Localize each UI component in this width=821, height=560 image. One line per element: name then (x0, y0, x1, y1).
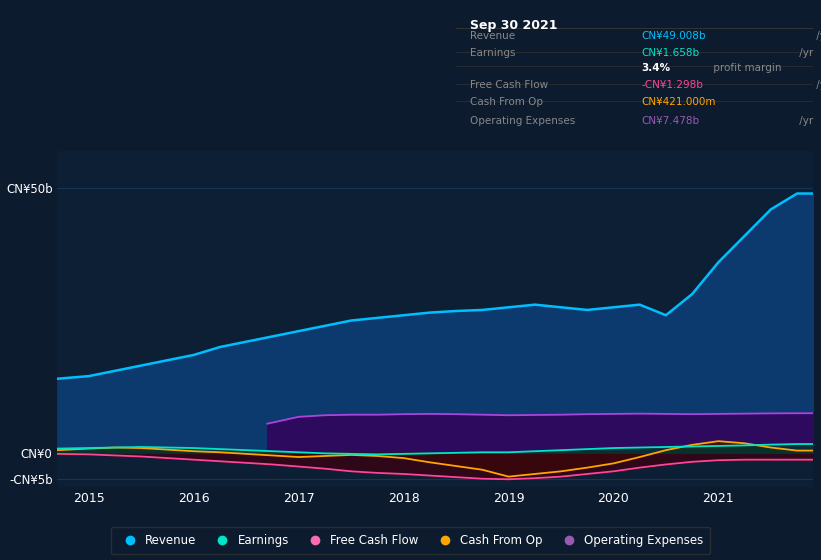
Text: CN¥1.658b: CN¥1.658b (641, 48, 699, 58)
Text: CN¥421.000m: CN¥421.000m (641, 97, 716, 107)
Text: Operating Expenses: Operating Expenses (470, 116, 576, 127)
Text: -CN¥1.298b: -CN¥1.298b (641, 80, 704, 90)
Text: profit margin: profit margin (710, 63, 782, 73)
Text: Sep 30 2021: Sep 30 2021 (470, 19, 557, 32)
Text: Earnings: Earnings (470, 48, 516, 58)
Text: 3.4%: 3.4% (641, 63, 671, 73)
Text: CN¥49.008b: CN¥49.008b (641, 31, 706, 41)
Text: /yr: /yr (796, 116, 813, 127)
Text: Revenue: Revenue (470, 31, 515, 41)
Text: /yr: /yr (813, 80, 821, 90)
Text: /yr: /yr (796, 48, 813, 58)
Text: CN¥7.478b: CN¥7.478b (641, 116, 699, 127)
Legend: Revenue, Earnings, Free Cash Flow, Cash From Op, Operating Expenses: Revenue, Earnings, Free Cash Flow, Cash … (111, 527, 710, 554)
Text: /yr: /yr (813, 31, 821, 41)
Text: Free Cash Flow: Free Cash Flow (470, 80, 548, 90)
Text: Cash From Op: Cash From Op (470, 97, 543, 107)
